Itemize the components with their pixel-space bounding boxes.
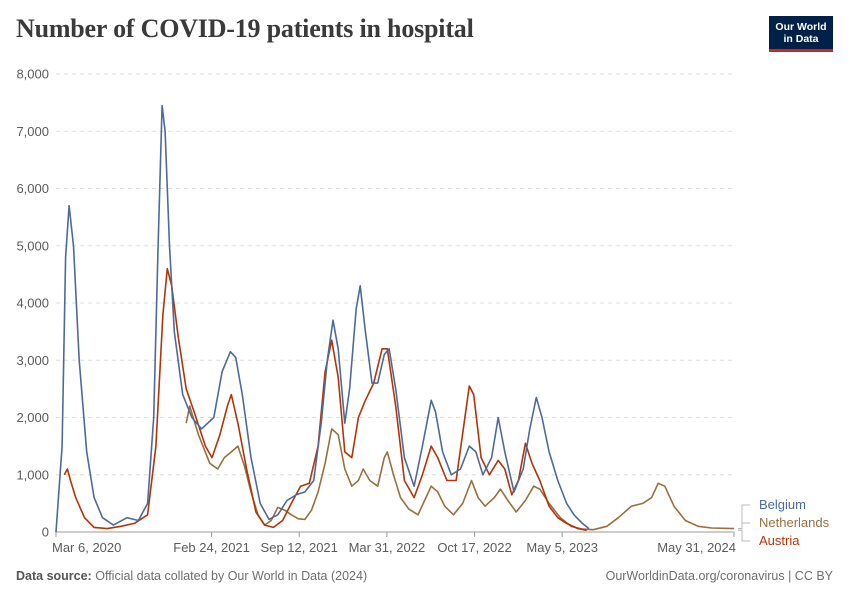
series-line-austria[interactable] xyxy=(63,267,587,532)
legend-connector xyxy=(738,522,750,530)
series-line-belgium[interactable] xyxy=(55,104,590,533)
y-tick-label: 7,000 xyxy=(16,124,49,139)
x-tick-label: May 31, 2024 xyxy=(657,540,736,555)
x-tick-label: May 5, 2023 xyxy=(526,540,598,555)
data-source-text: Official data collated by Our World in D… xyxy=(95,569,368,583)
data-source: Data source: Official data collated by O… xyxy=(16,569,367,583)
y-tick-label: 2,000 xyxy=(16,410,49,425)
x-tick-label: Sep 12, 2021 xyxy=(261,540,338,555)
y-tick-label: 8,000 xyxy=(16,67,49,82)
legend-connector xyxy=(738,504,750,530)
legend-connector xyxy=(738,529,750,542)
y-tick-label: 4,000 xyxy=(16,296,49,311)
logo-line-2: in Data xyxy=(783,33,819,45)
legend-label-austria[interactable]: Austria xyxy=(759,533,800,548)
data-source-label: Data source: xyxy=(16,569,92,583)
credit-link[interactable]: OurWorldinData.org/coronavirus | CC BY xyxy=(605,569,833,583)
y-tick-label: 5,000 xyxy=(16,238,49,253)
x-axis-ticks: Mar 6, 2020 Feb 24, 2021 Sep 12, 2021 Mar 3… xyxy=(52,532,736,555)
y-tick-label: 6,000 xyxy=(16,181,49,196)
x-tick-label: Feb 24, 2021 xyxy=(173,540,250,555)
y-tick-label: 1,000 xyxy=(16,467,49,482)
x-tick-label: Mar 6, 2020 xyxy=(52,540,121,555)
legend: Belgium Netherlands Austria xyxy=(738,497,830,548)
logo-line-1: Our World xyxy=(775,21,827,33)
legend-label-belgium[interactable]: Belgium xyxy=(759,497,806,512)
x-tick-label: Mar 31, 2022 xyxy=(349,540,426,555)
owid-logo[interactable]: Our World in Data xyxy=(769,16,833,52)
gridlines xyxy=(56,73,734,533)
chart-title: Number of COVID-19 patients in hospital xyxy=(16,14,474,43)
legend-label-netherlands[interactable]: Netherlands xyxy=(759,515,830,530)
y-tick-label: 0 xyxy=(42,525,49,540)
series-lines xyxy=(55,104,735,533)
y-tick-label: 3,000 xyxy=(16,353,49,368)
y-axis-ticks: 0 1,000 2,000 3,000 4,000 5,000 6,000 7,000 8,00… xyxy=(16,67,49,540)
series-line-netherlands[interactable] xyxy=(185,405,735,531)
x-tick-label: Oct 17, 2022 xyxy=(437,540,511,555)
